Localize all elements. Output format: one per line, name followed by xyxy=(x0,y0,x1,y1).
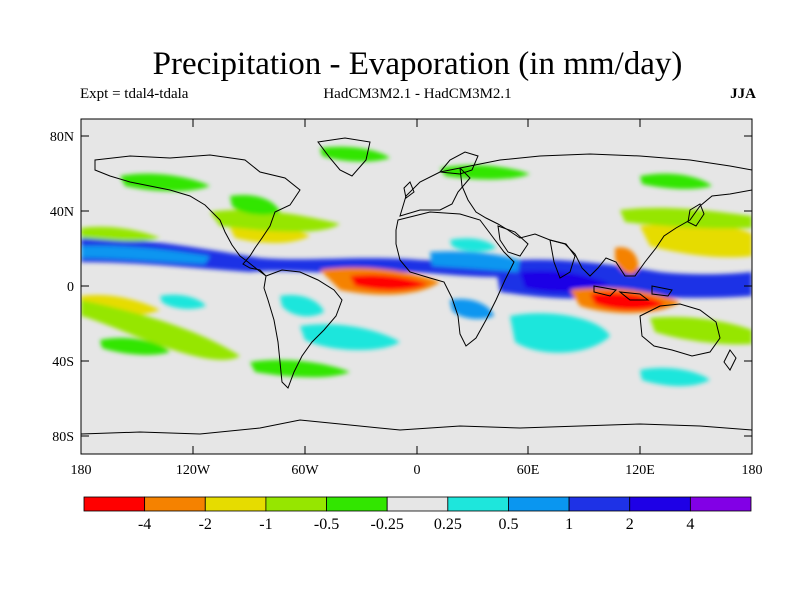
colorbar-swatch-1 xyxy=(144,496,206,512)
dry-zone-west-pacific xyxy=(640,223,752,258)
lon-label-0: 0 xyxy=(414,463,421,478)
lon-label-180e: 180 xyxy=(742,463,763,478)
lon-label-60w: 60W xyxy=(291,463,319,478)
coastline-antarctica xyxy=(81,419,752,435)
tropical-positive-band-east-pacific xyxy=(81,237,520,277)
dry-fringe-north-atlantic xyxy=(210,209,340,232)
map-title: Precipitation - Evaporation (in mm/day) xyxy=(152,46,683,82)
colorbar-swatch-8 xyxy=(568,496,631,512)
lon-label-60e: 60E xyxy=(517,463,540,478)
colorbar-swatch-0 xyxy=(83,496,146,512)
weak-wet-north-atlantic xyxy=(450,238,496,252)
coastline-south-america xyxy=(263,269,343,389)
colorbar-swatch-7 xyxy=(508,496,570,512)
weak-dry-north-pacific xyxy=(120,173,210,192)
colorbar-swatch-10 xyxy=(689,496,752,512)
colorbar-label-0: -4 xyxy=(138,516,151,533)
axis-ticks xyxy=(81,119,752,454)
experiment-label: Expt = tdal4-tdala xyxy=(80,86,189,102)
weak-wet-south-america xyxy=(280,294,324,317)
coastline-uk xyxy=(403,181,415,199)
colorbar-label-4: -0.25 xyxy=(371,516,404,533)
colorbar-label-9: 4 xyxy=(686,516,694,533)
lat-label-80n: 80N xyxy=(50,130,74,145)
weak-wet-east-pacific xyxy=(160,294,206,309)
colorbar-swatch-2 xyxy=(204,496,267,512)
weak-wet-south-indian-ocean xyxy=(510,313,610,353)
colorbar-label-3: -0.5 xyxy=(314,516,339,533)
coastline-greenland xyxy=(317,137,371,177)
colorbar-swatch-9 xyxy=(629,496,691,512)
negative-core-atlantic xyxy=(350,274,428,291)
coastline-new-zealand xyxy=(723,349,737,371)
coastline-north-america xyxy=(94,154,301,277)
dry-fringe-australia xyxy=(650,316,752,345)
positive-zone-north-pacific xyxy=(81,245,210,264)
coastline-europe xyxy=(399,167,471,217)
positive-zone-east-atlantic xyxy=(430,251,520,272)
colorbar-swatch-3 xyxy=(265,496,327,512)
coastline-scandinavia xyxy=(439,151,479,175)
lat-label-80s: 80S xyxy=(52,430,74,445)
colorbar-label-2: -1 xyxy=(259,516,272,533)
dry-fringe-west-pacific xyxy=(620,207,752,229)
weak-dry-north-america xyxy=(230,194,280,215)
lon-label-180w: 180 xyxy=(71,463,92,478)
season-label: JJA xyxy=(730,86,756,102)
negative-core-maritime xyxy=(590,292,665,310)
weak-dry-south-pacific xyxy=(100,337,170,355)
lat-label-40s: 40S xyxy=(52,355,74,370)
anomaly-field xyxy=(81,146,752,387)
weak-dry-northeast-asia xyxy=(640,173,712,190)
positive-core-indian xyxy=(520,270,610,293)
lon-label-120e: 120E xyxy=(625,463,655,478)
weak-dry-eurasia xyxy=(440,165,530,180)
coastline-arabia xyxy=(497,225,529,257)
colorbar-label-8: 2 xyxy=(626,516,634,533)
model-label: HadCM3M2.1 - HadCM3M2.1 xyxy=(323,86,512,102)
colorbar-swatch-6 xyxy=(447,496,509,512)
colorbar-swatch-4 xyxy=(326,496,388,512)
lon-label-120w: 120W xyxy=(176,463,211,478)
negative-anomaly-west-pacific xyxy=(615,247,639,275)
coastlines xyxy=(81,137,752,435)
coastline-australia xyxy=(639,303,721,357)
colorbar-swatch-5 xyxy=(386,496,449,512)
lat-label-0: 0 xyxy=(67,280,74,295)
weak-wet-south-atlantic xyxy=(300,324,400,351)
weak-dry-arctic xyxy=(320,146,390,162)
dry-fringe-south-pacific xyxy=(81,300,240,360)
coastline-india xyxy=(549,239,576,279)
weak-wet-tropical-atlantic xyxy=(450,298,494,319)
coastline-maritime-islands xyxy=(593,285,673,301)
lat-label-40n: 40N xyxy=(50,205,74,220)
colorbar-label-5: 0.25 xyxy=(434,516,462,533)
colorbar-label-7: 1 xyxy=(565,516,573,533)
coastline-japan xyxy=(687,203,705,227)
colorbar-label-1: -2 xyxy=(199,516,212,533)
weak-dry-southern-ocean xyxy=(250,359,350,378)
weak-wet-southern-pacific xyxy=(640,367,710,387)
colorbar: -4 -2 -1 -0.5 -0.25 0.25 0.5 1 2 4 xyxy=(83,496,752,533)
colorbar-label-6: 0.5 xyxy=(498,516,518,533)
coastline-africa xyxy=(395,211,515,347)
dry-fringe-north-pacific xyxy=(81,226,160,242)
